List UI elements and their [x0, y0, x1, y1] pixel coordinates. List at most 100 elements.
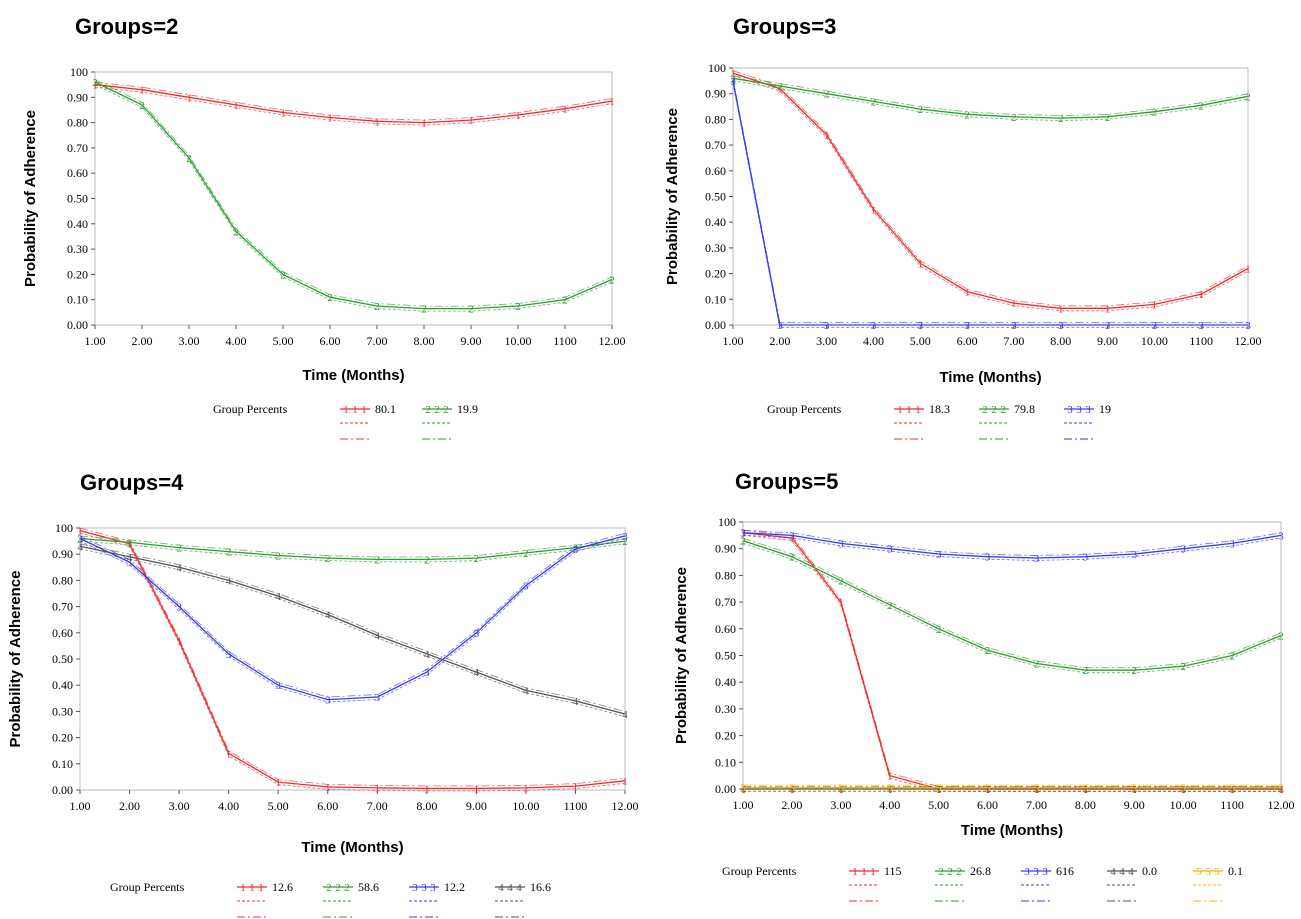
data-point: 4 [573, 696, 579, 708]
data-point: 3 [1245, 320, 1251, 332]
x-tick-label: 9.00 [466, 799, 487, 813]
data-point: 5 [1034, 783, 1040, 795]
y-tick-label: 100 [55, 521, 73, 535]
series-upper-bound [732, 75, 1249, 117]
data-point: 1 [838, 597, 844, 609]
chart-panel-2: Groups=3 0.00 0.10 0.20 0.30 0.40 0.50 0.60 0.70… [664, 14, 1262, 440]
data-point: 1 [887, 771, 893, 783]
y-tick-label: 0.60 [67, 166, 88, 180]
series-upper-bound [742, 529, 1282, 556]
data-point: 4 [1034, 784, 1040, 796]
data-point: 4 [176, 562, 182, 574]
data-point: 2 [127, 537, 133, 549]
x-axis-title: Time (Months) [302, 367, 404, 384]
x-tick-label: 4.00 [218, 799, 239, 813]
data-point: 4 [275, 591, 281, 603]
data-point: 2 [421, 304, 427, 316]
data-point: 2 [1034, 659, 1040, 671]
data-point: 3 [523, 581, 529, 593]
data-point: 1 [740, 528, 746, 540]
data-point: 1 [515, 110, 521, 122]
data-point: 1 [280, 107, 286, 119]
legend-marker: 4 [1110, 866, 1116, 878]
data-point: 5 [838, 783, 844, 795]
data-point: 2 [1083, 665, 1089, 677]
data-point: 1 [789, 533, 795, 545]
data-point: 3 [936, 549, 942, 561]
data-point: 1 [622, 776, 628, 788]
y-tick-label: 0.10 [52, 757, 73, 771]
legend-marker: 1 [915, 404, 921, 416]
data-point: 4 [127, 552, 133, 564]
data-point: 3 [740, 528, 746, 540]
data-point: 4 [226, 575, 232, 587]
x-tick-label: 8.00 [1075, 798, 1096, 812]
data-point: 1 [871, 204, 877, 216]
y-tick-label: 0.20 [705, 267, 726, 281]
legend-marker: 3 [1024, 866, 1030, 878]
legend-entry-1: 1 1 1 80.1 [340, 402, 396, 440]
data-point: 4 [1229, 784, 1235, 796]
x-tick-label: 3.00 [169, 799, 190, 813]
legend: Group Percents 1 1 1 12.6 2 2 2 58.6 3 3 3 12.2 4 4 4 16… [110, 880, 551, 918]
data-point: 5 [985, 783, 991, 795]
legend-value: 0.1 [1228, 864, 1243, 878]
legend-value: 12.2 [444, 880, 465, 894]
y-tick-label: 0.80 [715, 568, 736, 582]
series-lower-bound [732, 75, 1249, 312]
y-tick-label: 0.90 [52, 547, 73, 561]
data-point: 3 [1083, 552, 1089, 564]
x-tick-label: 2.00 [132, 334, 153, 348]
chart-title: Groups=3 [733, 14, 836, 39]
legend-entry-1: 1 1 1 115 [849, 864, 902, 902]
series-lower-bound [94, 84, 613, 312]
legend-marker: 1 [352, 404, 358, 416]
legend-entry-2: 2 2 2 19.9 [422, 402, 478, 440]
data-point: 2 [374, 301, 380, 313]
data-point: 3 [789, 530, 795, 542]
data-point: 1 [176, 636, 182, 648]
data-point: 3 [777, 320, 783, 332]
legend-entry-2: 2 2 2 79.8 [979, 402, 1035, 440]
data-point: 4 [77, 541, 83, 553]
y-tick-label: 0.60 [52, 626, 73, 640]
data-point: 3 [424, 667, 430, 679]
x-tick-label: 1100 [1220, 798, 1244, 812]
y-tick-label: 0.70 [715, 595, 736, 609]
x-tick-label: 2.00 [781, 798, 802, 812]
y-axis-title: Probability of Adherence [673, 567, 690, 744]
series-1: 1 1 1 1 1 1 1 1 1 1 1 1 [730, 68, 1251, 315]
y-tick-label: 0.30 [52, 704, 73, 718]
legend-marker: 1 [852, 866, 858, 878]
x-tick-label: 7.00 [1003, 334, 1024, 348]
x-tick-label: 6.00 [317, 799, 338, 813]
series-lower-bound [742, 542, 1282, 674]
x-tick-label: 6.00 [320, 334, 341, 348]
legend-marker: 1 [906, 404, 912, 416]
legend-entry-4: 4 4 4 0.0 [1107, 864, 1157, 902]
data-point: 2 [77, 533, 83, 545]
data-point: 2 [622, 536, 628, 548]
legend-marker: 2 [982, 404, 988, 416]
y-tick-label: 0.00 [715, 782, 736, 796]
legend-marker: 1 [240, 882, 246, 894]
series-line [79, 535, 626, 701]
x-tick-label: 9.00 [1097, 334, 1118, 348]
series-upper-bound [94, 81, 613, 121]
data-point: 1 [1152, 299, 1158, 311]
legend-marker: 2 [443, 404, 449, 416]
legend-marker: 4 [1119, 866, 1125, 878]
chart-panel-1: Groups=2 0.00 0.10 0.20 0.30 0.40 0.50 0.60 0.70… [22, 14, 626, 440]
x-tick-label: 5.00 [910, 334, 931, 348]
data-point: 2 [562, 295, 568, 307]
series-3: 3 3 3 3 3 3 3 3 3 3 3 3 [77, 531, 628, 707]
data-point: 4 [375, 630, 381, 642]
x-tick-label: 5.00 [928, 798, 949, 812]
y-tick-label: 0.90 [705, 87, 726, 101]
data-point: 1 [985, 784, 991, 796]
series-upper-bound [79, 533, 626, 698]
legend-entry-2: 2 2 2 26.8 [935, 864, 991, 902]
y-tick-label: 0.90 [715, 542, 736, 556]
legend-value: 26.8 [970, 864, 991, 878]
data-point: 1 [77, 526, 83, 538]
